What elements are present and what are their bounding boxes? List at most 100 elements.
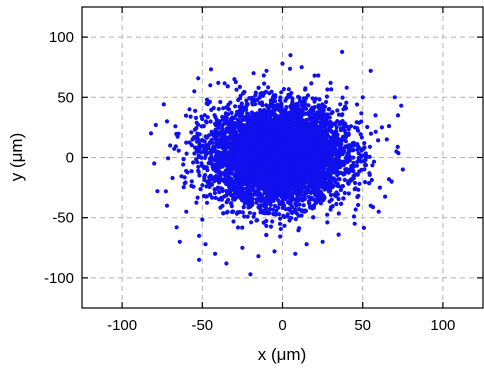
data-point bbox=[355, 147, 360, 152]
data-point bbox=[184, 168, 189, 174]
data-point bbox=[369, 177, 374, 183]
data-point bbox=[213, 195, 218, 200]
data-point bbox=[253, 93, 258, 98]
data-point bbox=[212, 175, 217, 180]
data-point bbox=[196, 169, 201, 174]
data-point bbox=[220, 203, 225, 208]
data-point bbox=[355, 172, 360, 177]
data-point bbox=[377, 185, 382, 190]
data-point bbox=[245, 214, 250, 219]
data-point bbox=[240, 225, 245, 230]
data-point bbox=[244, 98, 249, 103]
data-point bbox=[209, 107, 214, 112]
data-point bbox=[304, 191, 309, 196]
data-point bbox=[316, 103, 321, 108]
data-point bbox=[355, 128, 361, 133]
data-point bbox=[351, 214, 357, 219]
data-point bbox=[328, 174, 333, 179]
data-point bbox=[362, 167, 367, 172]
data-point bbox=[367, 181, 372, 186]
data-point bbox=[166, 156, 171, 161]
data-point bbox=[201, 164, 206, 169]
data-point bbox=[213, 127, 218, 132]
data-point bbox=[225, 151, 230, 156]
data-point bbox=[235, 225, 241, 230]
data-point bbox=[255, 97, 260, 102]
data-point bbox=[183, 113, 189, 118]
data-point bbox=[202, 139, 207, 144]
data-point bbox=[218, 186, 223, 191]
data-point bbox=[281, 213, 286, 218]
data-point bbox=[346, 127, 351, 132]
data-point bbox=[370, 163, 375, 168]
data-point bbox=[234, 87, 239, 92]
data-point bbox=[278, 226, 283, 232]
data-point bbox=[194, 157, 199, 162]
data-point bbox=[262, 81, 267, 86]
data-point bbox=[278, 216, 283, 221]
data-point bbox=[170, 175, 175, 181]
data-point bbox=[205, 168, 210, 173]
data-point bbox=[271, 112, 276, 118]
data-point bbox=[262, 90, 267, 95]
data-point bbox=[270, 219, 275, 224]
data-point bbox=[196, 164, 201, 169]
data-point bbox=[288, 94, 293, 99]
data-point bbox=[361, 146, 366, 151]
data-point bbox=[173, 144, 178, 149]
data-point bbox=[219, 195, 224, 200]
data-point bbox=[250, 196, 255, 201]
data-point bbox=[237, 209, 242, 215]
data-point bbox=[232, 186, 237, 191]
data-point bbox=[181, 157, 186, 162]
data-point bbox=[302, 196, 307, 202]
data-point bbox=[189, 183, 194, 188]
data-point bbox=[258, 206, 263, 212]
data-point bbox=[301, 193, 306, 198]
data-point bbox=[290, 193, 295, 198]
data-point bbox=[253, 102, 258, 107]
data-point bbox=[292, 197, 297, 202]
data-point bbox=[207, 184, 212, 189]
data-point bbox=[320, 102, 325, 107]
data-point bbox=[367, 154, 372, 159]
data-point bbox=[197, 142, 202, 147]
data-point bbox=[216, 144, 221, 149]
data-point bbox=[204, 194, 209, 199]
data-point bbox=[338, 102, 343, 107]
data-point bbox=[208, 67, 214, 72]
data-point bbox=[300, 118, 305, 123]
data-point bbox=[352, 164, 357, 169]
data-point bbox=[208, 192, 213, 197]
data-point bbox=[329, 87, 334, 92]
data-point bbox=[176, 148, 181, 153]
data-point bbox=[324, 94, 329, 99]
data-point bbox=[357, 181, 362, 186]
data-point bbox=[225, 209, 230, 214]
data-point bbox=[351, 168, 356, 174]
data-point bbox=[344, 167, 349, 172]
data-point bbox=[263, 176, 268, 181]
data-point bbox=[194, 126, 199, 131]
data-point bbox=[336, 211, 341, 216]
data-point bbox=[195, 195, 200, 200]
data-point bbox=[284, 105, 289, 110]
data-point bbox=[261, 73, 266, 78]
data-point bbox=[161, 102, 166, 107]
data-point bbox=[267, 206, 272, 212]
data-point bbox=[204, 200, 210, 205]
data-point bbox=[208, 150, 213, 155]
data-point bbox=[332, 192, 337, 197]
data-point bbox=[251, 214, 256, 219]
data-point bbox=[383, 194, 388, 199]
data-point bbox=[267, 91, 272, 96]
data-point bbox=[222, 81, 227, 86]
data-point bbox=[310, 189, 315, 194]
data-point bbox=[325, 220, 330, 225]
data-point bbox=[356, 202, 361, 208]
data-point bbox=[236, 97, 241, 103]
data-point bbox=[204, 97, 210, 102]
data-point bbox=[294, 203, 299, 208]
data-point bbox=[268, 200, 273, 205]
